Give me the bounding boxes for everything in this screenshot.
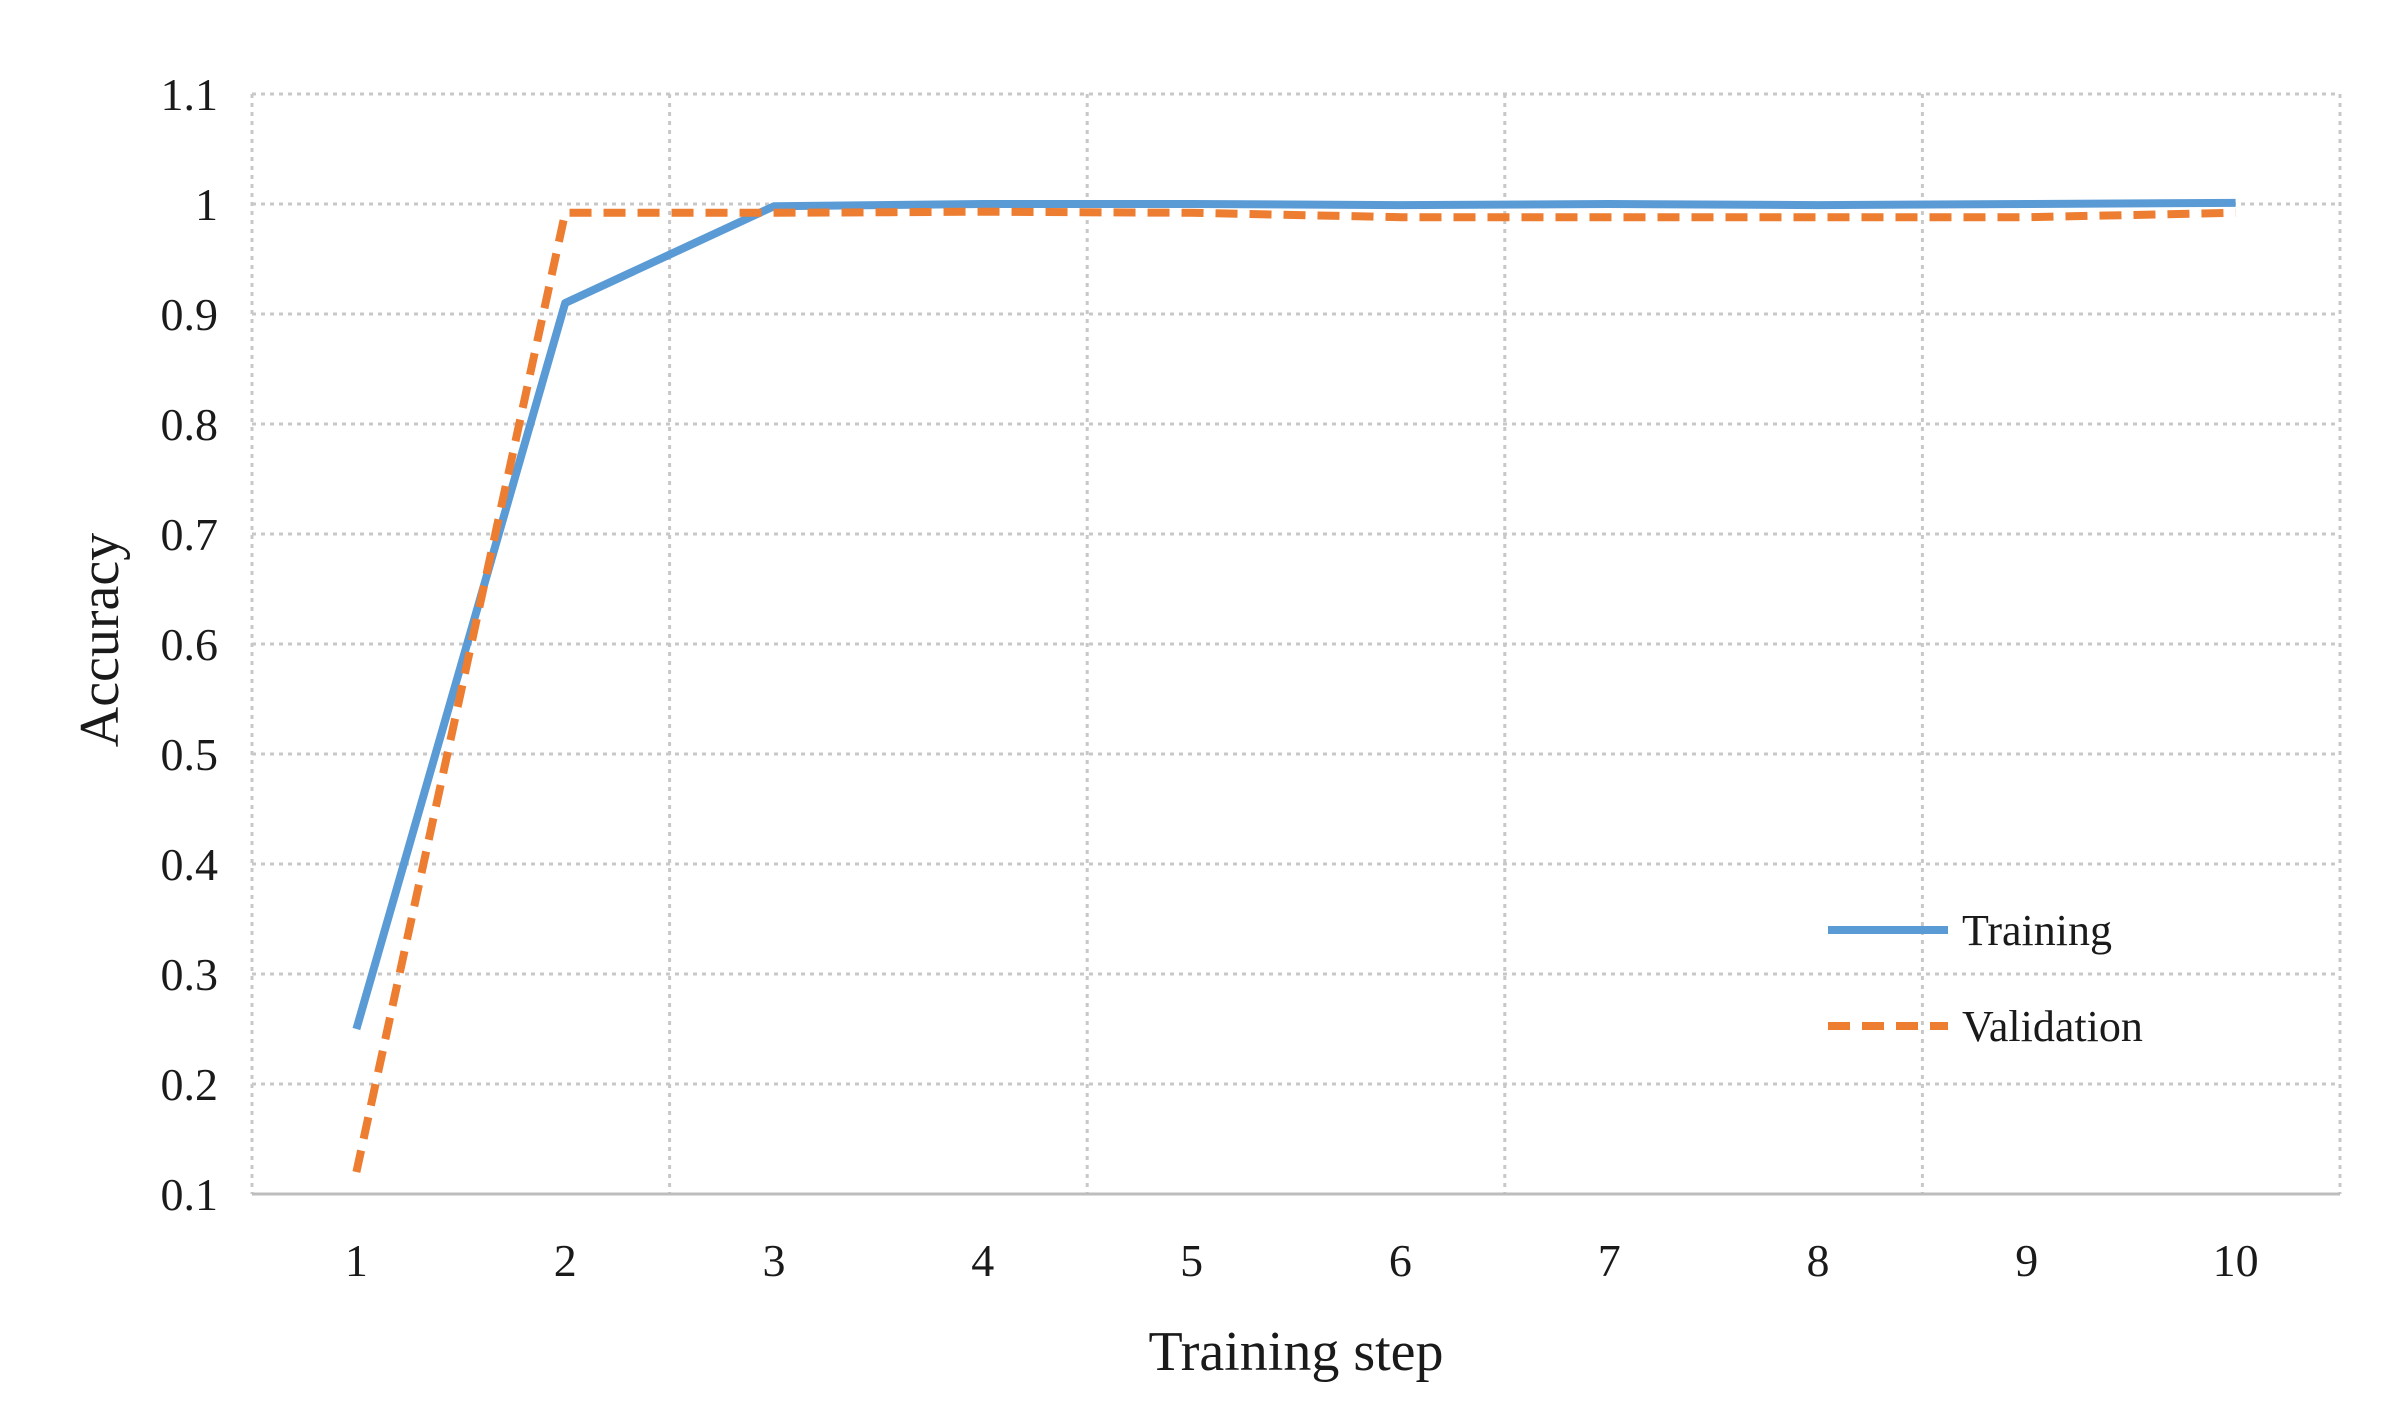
y-tick-label: 0.4 — [161, 839, 219, 890]
y-tick-label: 0.1 — [161, 1169, 219, 1220]
legend-label-validation: Validation — [1962, 1002, 2143, 1051]
y-tick-label: 0.2 — [161, 1059, 219, 1110]
series — [352, 198, 2236, 1173]
legend: Training Validation — [1828, 906, 2143, 1051]
y-tick-label: 0.6 — [161, 619, 219, 670]
x-tick-label: 4 — [971, 1235, 994, 1286]
x-tick-label: 3 — [763, 1235, 786, 1286]
y-tick-label: 0.9 — [161, 289, 219, 340]
series-line-training — [352, 198, 2236, 1031]
y-tick-label: 1 — [195, 179, 218, 230]
x-tick-label: 9 — [2015, 1235, 2038, 1286]
y-tick-label: 0.8 — [161, 399, 219, 450]
y-tick-label: 0.3 — [161, 949, 219, 1000]
y-axis-title: Accuracy — [69, 533, 131, 748]
x-tick-label: 1 — [345, 1235, 368, 1286]
x-axis-title: Training step — [1148, 1321, 1443, 1383]
x-tick-label: 5 — [1180, 1235, 1203, 1286]
legend-label-training: Training — [1962, 906, 2112, 955]
x-tick-label: 2 — [554, 1235, 577, 1286]
y-tick-label: 0.5 — [161, 729, 219, 780]
y-tick-label: 0.7 — [161, 509, 219, 560]
tick-labels: 0.1 0.2 0.3 0.4 0.5 0.6 0.7 0.8 0.9 1 1.1 1 2 3 4 5 6 7 8 9… — [161, 69, 2259, 1286]
x-tick-label: 8 — [1807, 1235, 1830, 1286]
x-tick-label: 6 — [1389, 1235, 1412, 1286]
x-tick-label: 10 — [2213, 1235, 2259, 1286]
series-line-validation — [352, 207, 2236, 1173]
x-tick-label: 7 — [1598, 1235, 1621, 1286]
y-tick-label: 1.1 — [161, 69, 219, 120]
